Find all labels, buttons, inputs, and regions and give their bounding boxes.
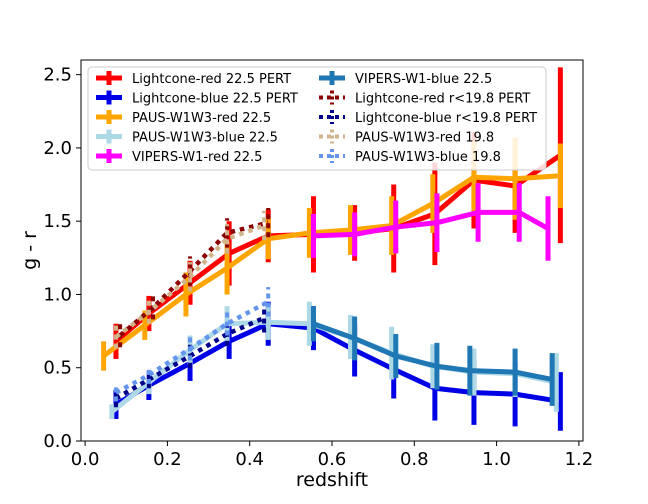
x-tick-label: 1.2 <box>565 449 594 470</box>
legend-label: PAUS-W1W3-blue 19.8 <box>355 150 501 165</box>
legend-label: Lightcone-red r<19.8 PERT <box>355 92 530 107</box>
series-line <box>114 321 561 407</box>
legend-label: PAUS-W1W3-red 22.5 <box>132 111 271 126</box>
series-line <box>313 209 550 239</box>
legend-label: PAUS-W1W3-blue 22.5 <box>132 131 278 146</box>
legend-item: PAUS-W1W3-red 19.8 <box>319 129 494 146</box>
legend-label: Lightcone-blue 22.5 PERT <box>132 92 298 107</box>
legend-label: VIPERS-W1-blue 22.5 <box>355 72 492 87</box>
x-tick-label: 0.4 <box>235 449 264 470</box>
legend-item: VIPERS-W1-red 22.5 <box>96 149 262 165</box>
legend-label: PAUS-W1W3-red 19.8 <box>355 131 494 146</box>
legend-label: Lightcone-red 22.5 PERT <box>132 72 291 87</box>
series-4 <box>310 183 551 261</box>
legend-item: VIPERS-W1-blue 22.5 <box>319 71 492 87</box>
y-tick-label: 0.5 <box>43 358 72 379</box>
x-tick-label: 0.6 <box>318 449 347 470</box>
legend: Lightcone-red 22.5 PERT Lightcone-blue 22… <box>87 66 547 171</box>
series-line <box>312 321 553 382</box>
y-axis-ticks: 0.0 0.5 1.0 1.5 2.0 2.5 <box>43 65 81 452</box>
legend-item: Lightcone-red 22.5 PERT <box>96 71 291 87</box>
series-line <box>114 223 265 339</box>
y-axis-label: g - r <box>19 231 41 270</box>
legend-label: VIPERS-W1-red 22.5 <box>132 150 262 165</box>
series-5 <box>310 306 555 406</box>
legend-item: PAUS-W1W3-red 22.5 <box>96 110 271 126</box>
series-line <box>114 299 270 395</box>
y-tick-label: 2.0 <box>43 138 72 159</box>
legend-item: PAUS-W1W3-blue 22.5 <box>96 129 278 146</box>
x-tick-label: 0.8 <box>400 449 429 470</box>
x-axis-label: redshift <box>296 469 368 491</box>
y-tick-label: 1.5 <box>43 211 72 232</box>
y-tick-label: 2.5 <box>43 65 72 86</box>
legend-box <box>87 66 547 171</box>
y-tick-label: 1.0 <box>43 284 72 305</box>
x-tick-label: 0.0 <box>71 449 100 470</box>
legend-item: Lightcone-blue 22.5 PERT <box>96 90 298 107</box>
series-9 <box>113 287 271 402</box>
x-tick-label: 1.0 <box>482 449 511 470</box>
series-line <box>102 173 561 359</box>
y-tick-label: 0.0 <box>43 431 72 452</box>
legend-item: Lightcone-blue r<19.8 PERT <box>319 110 537 126</box>
legend-item: PAUS-W1W3-blue 19.8 <box>319 149 501 165</box>
legend-item: Lightcone-red r<19.8 PERT <box>319 90 530 107</box>
legend-label: Lightcone-blue r<19.8 PERT <box>355 111 537 126</box>
x-tick-label: 0.2 <box>153 449 182 470</box>
series-8 <box>113 210 267 349</box>
x-axis-ticks: 0.0 0.2 0.4 0.6 0.8 1.0 1.2 <box>71 441 593 470</box>
